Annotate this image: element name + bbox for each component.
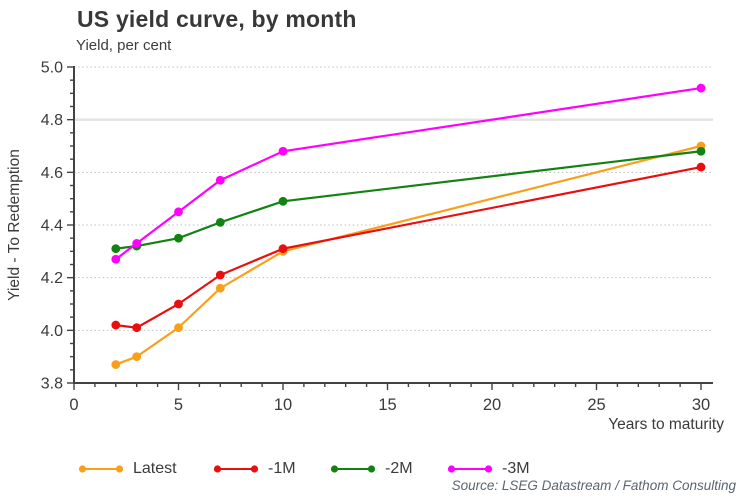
series-point-1m [215,270,225,280]
legend-swatch-3m [447,465,493,473]
x-tick-label: 20 [483,396,501,414]
legend-item-2m: -2M [330,460,413,478]
y-tick-label: 3.8 [41,376,63,393]
y-axis-title: Yield - To Redemption [6,149,23,301]
series-point-3m [278,146,288,156]
x-tick-label: 5 [174,396,183,414]
legend-label-1m: -1M [268,460,296,477]
y-tick-label: 4.8 [41,112,63,129]
series-point-latest [174,323,183,333]
series-point-2m [215,217,225,227]
series-point-3m [215,175,225,185]
legend-swatch-2m [330,465,376,473]
series-line-2m [115,150,702,250]
legend-swatch-latest [78,465,124,473]
y-tick-label: 4.2 [41,270,63,287]
series-point-1m [278,244,288,254]
legend-item-latest: Latest [78,460,177,478]
legend-dot [330,465,339,473]
series-point-2m [278,196,288,206]
legend-dot [447,465,456,473]
series-point-latest [111,360,121,369]
legend-item-1m: -1M [213,460,296,478]
series-point-3m [132,239,142,248]
series-point-latest [132,352,142,362]
series-line-3m [115,86,702,261]
legend-label-3m: -3M [502,460,530,477]
chart-legend: Latest -1M -2M -3M [0,460,750,478]
y-tick-label: 4.4 [41,218,63,235]
series-point-1m [111,320,121,330]
series-point-1m [696,162,706,172]
legend-dot [115,465,124,473]
x-axis-title: Years to maturity [608,416,724,433]
x-tick-label: 10 [274,396,292,414]
y-tick-label: 4.0 [41,323,63,340]
series-point-3m [696,83,706,93]
legend-dot [250,465,259,473]
series-point-latest [215,283,225,293]
legend-dot [484,465,493,473]
legend-dot [213,465,222,473]
legend-label-latest: Latest [133,460,177,477]
legend-item-3m: -3M [447,460,530,478]
chart-title: US yield curve, by month [77,6,357,32]
series-point-2m [111,244,121,254]
series-point-1m [174,299,183,309]
legend-swatch-1m [213,465,259,473]
series-point-2m [696,146,706,156]
x-tick-label: 30 [692,396,710,414]
series-line-latest [115,144,702,366]
yield-curve-chart: 3.8 4.0 4.2 4.4 4.6 4.8 5.0 0 5 10 15 20 25 30 Years t… [6,60,724,434]
series-point-1m [132,323,142,333]
x-tick-label: 0 [69,396,78,414]
source-note: Source: LSEG Datastream / Fathom Consult… [451,478,736,493]
x-tick-label: 25 [587,396,605,414]
legend-dot [78,465,87,473]
x-tick-label: 15 [378,396,396,414]
series-point-3m [174,207,183,217]
y-tick-label: 5.0 [41,60,63,77]
chart-subtitle: Yield, per cent [76,37,172,54]
series-point-3m [111,254,121,264]
y-tick-label: 4.6 [41,165,63,182]
legend-dot [367,465,376,473]
legend-label-2m: -2M [385,460,413,477]
series-point-2m [174,233,183,243]
